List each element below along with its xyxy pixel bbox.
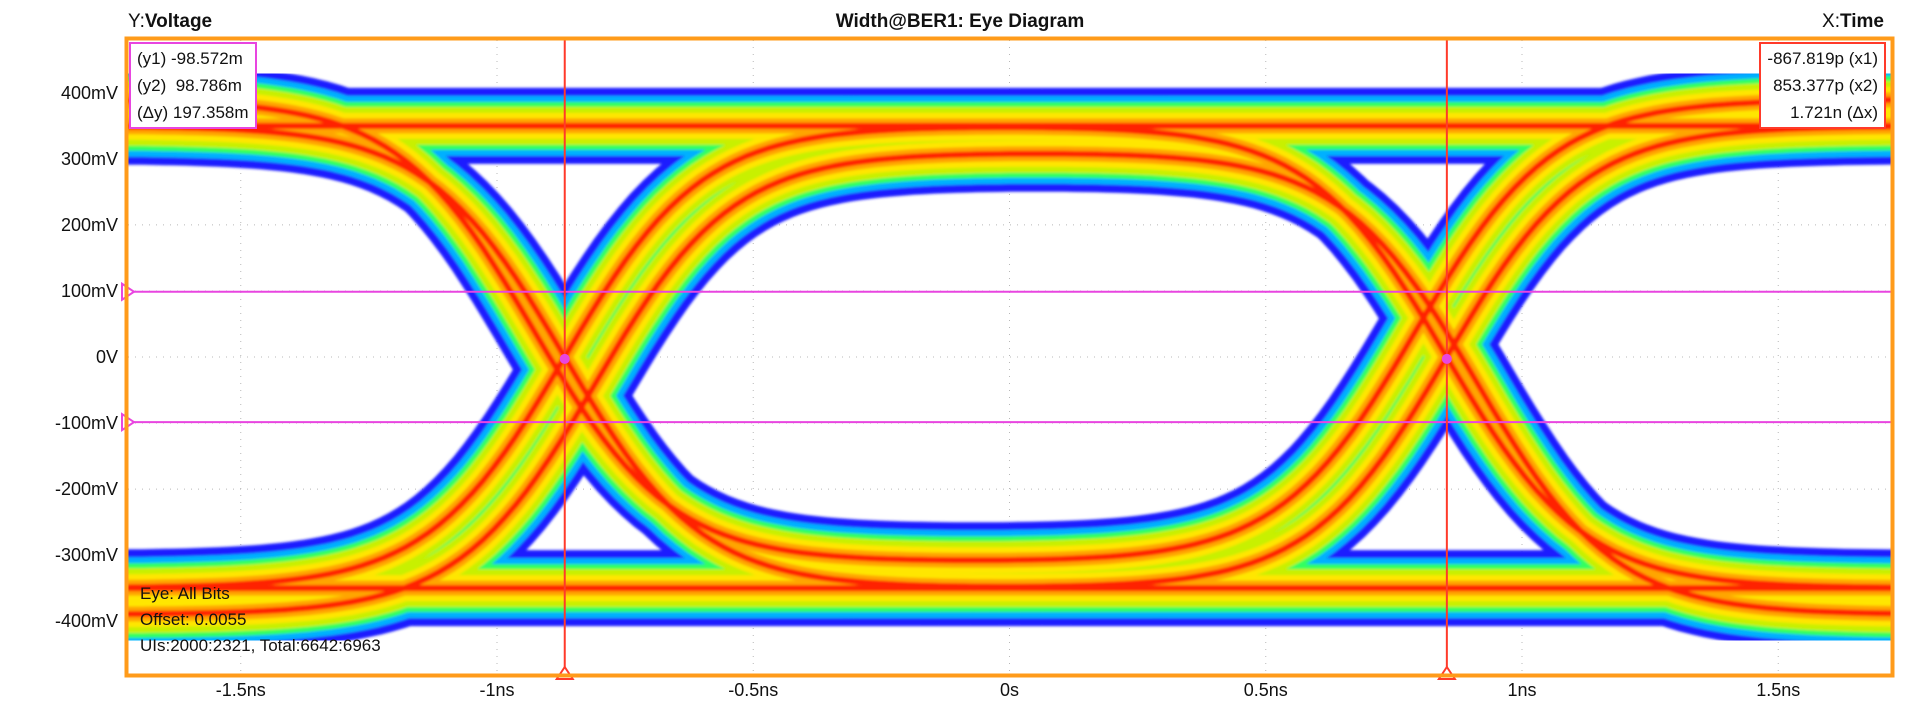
y-tick-label: -100mV [55, 413, 118, 433]
y-axis-title: Y:Voltage [128, 11, 213, 32]
eye-density-traces [128, 61, 1891, 653]
x-axis-ticks: -1.5ns -1ns -0.5ns 0s 0.5ns 1ns 1.5ns [216, 680, 1801, 700]
y-tick-label: -400mV [55, 611, 118, 631]
x-tick-label: -1.5ns [216, 680, 266, 700]
chart-title: Width@BER1: Eye Diagram [835, 11, 1085, 32]
x-axis-title: X:Time [1822, 11, 1884, 32]
x-tick-label: 0.5ns [1244, 680, 1288, 700]
eye-trace-rising-falling-2 [128, 150, 1891, 618]
cursors [121, 40, 1891, 680]
x-tick-label: -1ns [479, 680, 514, 700]
y-tick-label: 100mV [61, 281, 118, 301]
plot-frame [124, 36, 1895, 678]
y-tick-label: 300mV [61, 149, 118, 169]
x1-readout: -867.819p (x1) [1767, 49, 1878, 68]
crossing-marker-2 [1441, 353, 1452, 364]
eye-trace-rising-falling [128, 124, 1891, 591]
y-tick-label: 0V [96, 347, 118, 367]
y-tick-label: 400mV [61, 83, 118, 103]
x-tick-label: -0.5ns [728, 680, 778, 700]
crossing-marker-1 [559, 353, 570, 364]
uis-total-label: UIs:2000:2321, Total:6642:6963 [140, 636, 381, 655]
eye-trace-falling-rising [128, 123, 1891, 590]
offset-label: Offset: 0.0055 [140, 610, 247, 629]
y-tick-label: -200mV [55, 479, 118, 499]
y1-readout: (y1) -98.572m [137, 49, 243, 68]
dx-readout: 1.721n (Δx) [1790, 103, 1878, 122]
y-tick-label: -300mV [55, 545, 118, 565]
dy-readout: (Δy) 197.358m [137, 103, 249, 122]
eye-trace-falling-rising-2 [128, 96, 1891, 564]
x-cursor-readout: -867.819p (x1) 853.377p (x2) 1.721n (Δx) [1759, 42, 1886, 129]
y-tick-label: 200mV [61, 215, 118, 235]
x-tick-label: 0s [1000, 680, 1019, 700]
y2-readout: (y2) 98.786m [137, 76, 242, 95]
x-tick-label: 1.5ns [1756, 680, 1800, 700]
x-tick-label: 1ns [1507, 680, 1536, 700]
y-axis-ticks: 400mV 300mV 200mV 100mV 0V -100mV -200mV -300mV… [55, 83, 118, 631]
x2-readout: 853.377p (x2) [1773, 76, 1878, 95]
y-cursor-readout: (y1) -98.572m (y2) 98.786m (Δy) 197.358m [129, 42, 257, 129]
eye-mode-label: Eye: All Bits [140, 584, 230, 603]
